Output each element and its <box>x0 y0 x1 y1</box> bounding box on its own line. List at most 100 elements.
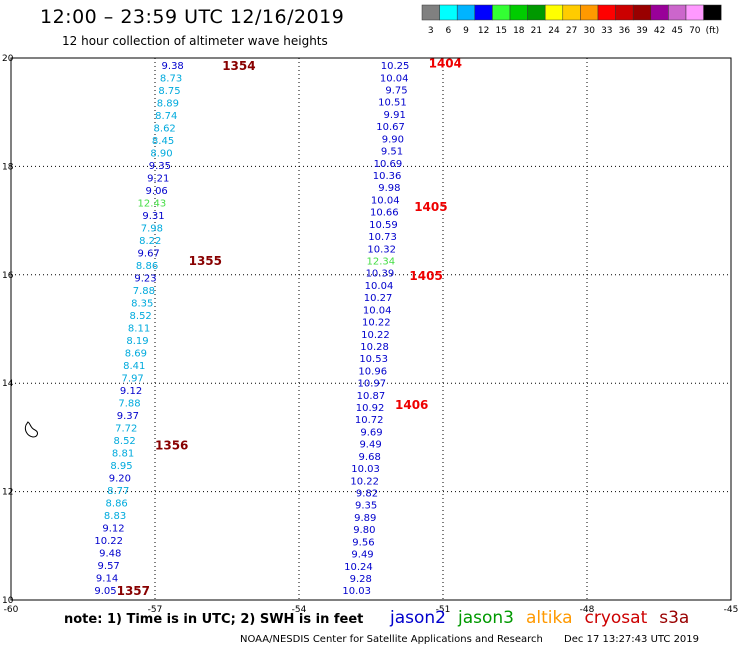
track1-wave-height: 8.52 <box>130 311 152 322</box>
legend-label: 70 <box>689 26 701 36</box>
track1-wave-height: 8.52 <box>114 436 136 447</box>
track1-wave-height: 9.35 <box>149 161 171 172</box>
track2-wave-height: 10.04 <box>380 73 409 84</box>
track2-wave-height: 10.59 <box>369 220 398 231</box>
track1-wave-height: 8.86 <box>136 261 158 272</box>
track2-wave-height: 9.75 <box>385 85 407 96</box>
track2-wave-height: 10.53 <box>359 354 388 365</box>
track1-wave-height: 7.97 <box>122 374 144 385</box>
track1-wave-height: 9.05 <box>94 586 116 597</box>
track2-wave-height: 9.90 <box>382 134 404 145</box>
track2-wave-height: 10.69 <box>374 159 403 170</box>
track1-wave-height: 9.67 <box>138 249 160 260</box>
chart-subtitle: 12 hour collection of altimeter wave hei… <box>62 34 328 48</box>
track2-wave-height: 9.35 <box>355 501 377 512</box>
track2-wave-height: 10.72 <box>355 415 384 426</box>
track1-wave-height: 8.81 <box>112 449 134 460</box>
track2-wave-height: 10.22 <box>362 318 391 329</box>
longitude-tick-label: -54 <box>292 605 307 615</box>
longitude-tick-label: -57 <box>148 605 163 615</box>
track1-wave-height: 9.48 <box>99 549 121 560</box>
legend-label: 24 <box>548 26 560 36</box>
track1-wave-height: 8.73 <box>160 74 182 85</box>
track2-wave-height: 10.96 <box>358 366 387 377</box>
legend-label: 3 <box>428 26 434 36</box>
track2-wave-height: 10.28 <box>360 342 389 353</box>
track1-wave-height: 8.69 <box>125 349 147 360</box>
track2-wave-height: 10.36 <box>373 171 402 182</box>
track1-wave-height: 10.22 <box>94 536 123 547</box>
pass-time-label: 1406 <box>395 398 428 412</box>
legend-label: 15 <box>495 26 506 36</box>
track2-wave-height: 10.87 <box>357 391 386 402</box>
longitude-tick-label: -60 <box>4 605 19 615</box>
track1-wave-height: 9.23 <box>134 274 156 285</box>
track1-wave-height: 8.11 <box>128 324 150 335</box>
track1-wave-height: 9.38 <box>162 61 184 72</box>
track2-wave-height: 10.22 <box>350 476 379 487</box>
track1-wave-height: 8.86 <box>106 499 128 510</box>
track2-wave-height: 9.49 <box>359 440 381 451</box>
track1-wave-height: 7.88 <box>133 286 155 297</box>
track1-wave-height: 9.21 <box>147 174 169 185</box>
latitude-tick-label: 20 <box>2 54 14 64</box>
track1-wave-height: 8.62 <box>154 124 176 135</box>
legend-label: 18 <box>513 26 525 36</box>
track2-wave-height: 9.56 <box>352 537 374 548</box>
track2-wave-height: 10.27 <box>364 293 393 304</box>
legend-label: 6 <box>446 26 452 36</box>
track2-wave-height: 10.04 <box>363 305 392 316</box>
pass-time-label: 1354 <box>222 59 255 73</box>
track2-wave-height: 9.68 <box>359 452 381 463</box>
track1-wave-height: 8.45 <box>152 136 174 147</box>
map-frame <box>10 57 732 601</box>
legend-unit: (ft) <box>706 26 720 36</box>
pass-time-label: 1357 <box>117 584 150 598</box>
track2-wave-height: 10.03 <box>351 464 380 475</box>
latitude-tick-label: 14 <box>2 379 14 389</box>
track1-wave-height: 9.12 <box>120 386 142 397</box>
longitude-tick-label: -48 <box>580 605 595 615</box>
satellite-legend: jason2 jason3 altika cryosat s3a <box>390 608 701 628</box>
track2-wave-height: 10.24 <box>344 562 373 573</box>
credit-text: NOAA/NESDIS Center for Satellite Applica… <box>240 634 543 645</box>
track2-wave-height: 9.89 <box>354 513 376 524</box>
track2-wave-height: 10.92 <box>356 403 385 414</box>
color-scale-legend: 3 6 9 12 15 18 21 24 27 30 33 36 39 42 45 70 (ft) <box>421 4 722 36</box>
legend-label: 42 <box>654 26 665 36</box>
track2-wave-height: 10.25 <box>381 61 410 72</box>
satellite-name: jason2 <box>390 608 446 628</box>
track2-wave-height: 9.82 <box>356 489 378 500</box>
track1-wave-height: 9.20 <box>109 474 131 485</box>
track1-wave-height: 8.83 <box>104 511 126 522</box>
chart-title: 12:00 – 23:59 UTC 12/16/2019 <box>40 6 345 28</box>
legend-label: 36 <box>619 26 631 36</box>
track1-wave-height: 9.57 <box>98 561 120 572</box>
track1-wave-height: 8.75 <box>158 86 180 97</box>
track1-wave-height: 8.90 <box>150 149 172 160</box>
satellite-name: jason3 <box>458 608 514 628</box>
track2-wave-height: 10.73 <box>368 232 397 243</box>
legend-swatch <box>703 4 722 21</box>
track2-wave-height: 9.91 <box>384 110 406 121</box>
legend-label: 12 <box>478 26 489 36</box>
track1-wave-height: 8.41 <box>123 361 145 372</box>
latitude-tick-label: 12 <box>2 488 13 498</box>
track1-wave-height: 7.88 <box>118 399 140 410</box>
track2-wave-height: 10.03 <box>342 586 371 597</box>
track2-wave-height: 9.69 <box>360 427 382 438</box>
track1-wave-height: 8.95 <box>110 461 132 472</box>
latitude-tick-label: 18 <box>2 162 14 172</box>
pass-time-label: 1405 <box>409 269 442 283</box>
track2-wave-height: 10.22 <box>361 330 390 341</box>
legend-label: 21 <box>531 26 542 36</box>
longitude-tick-label: -45 <box>724 605 739 615</box>
track2-wave-height: 9.98 <box>378 183 400 194</box>
satellite-name: cryosat <box>584 608 648 628</box>
satellite-name: s3a <box>659 608 690 628</box>
legend-label: 33 <box>601 26 612 36</box>
track1-wave-height: 8.35 <box>131 299 153 310</box>
track2-wave-height: 9.49 <box>351 550 373 561</box>
generated-timestamp: Dec 17 13:27:43 UTC 2019 <box>564 634 700 645</box>
